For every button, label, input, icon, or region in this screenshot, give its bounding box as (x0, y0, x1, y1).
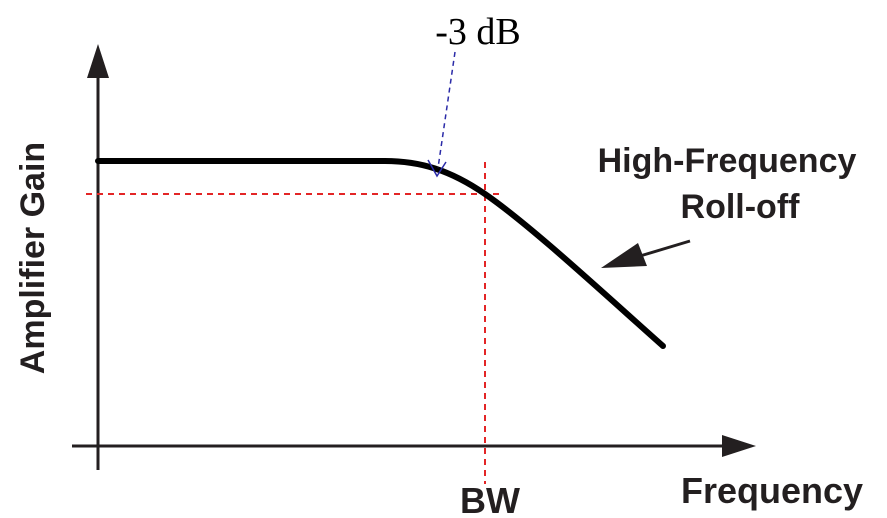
rolloff-pointer-line (639, 239, 691, 258)
rolloff-label-line2: Roll-off (681, 188, 801, 226)
db-marker-label: -3 dB (435, 11, 521, 53)
x-axis-arrowhead (722, 435, 756, 457)
y-axis-arrowhead (87, 44, 109, 78)
bandwidth-label: BW (460, 480, 520, 518)
rolloff-label-line1: High-Frequency (598, 142, 857, 180)
db-marker-arrow-line (437, 51, 456, 169)
db-marker-arrowhead (427, 159, 447, 178)
y-axis-label: Amplifier Gain (14, 142, 52, 374)
gain-curve (95, 158, 666, 349)
x-axis-label: Frequency (681, 470, 863, 511)
rolloff-pointer-arrowhead (601, 243, 647, 268)
